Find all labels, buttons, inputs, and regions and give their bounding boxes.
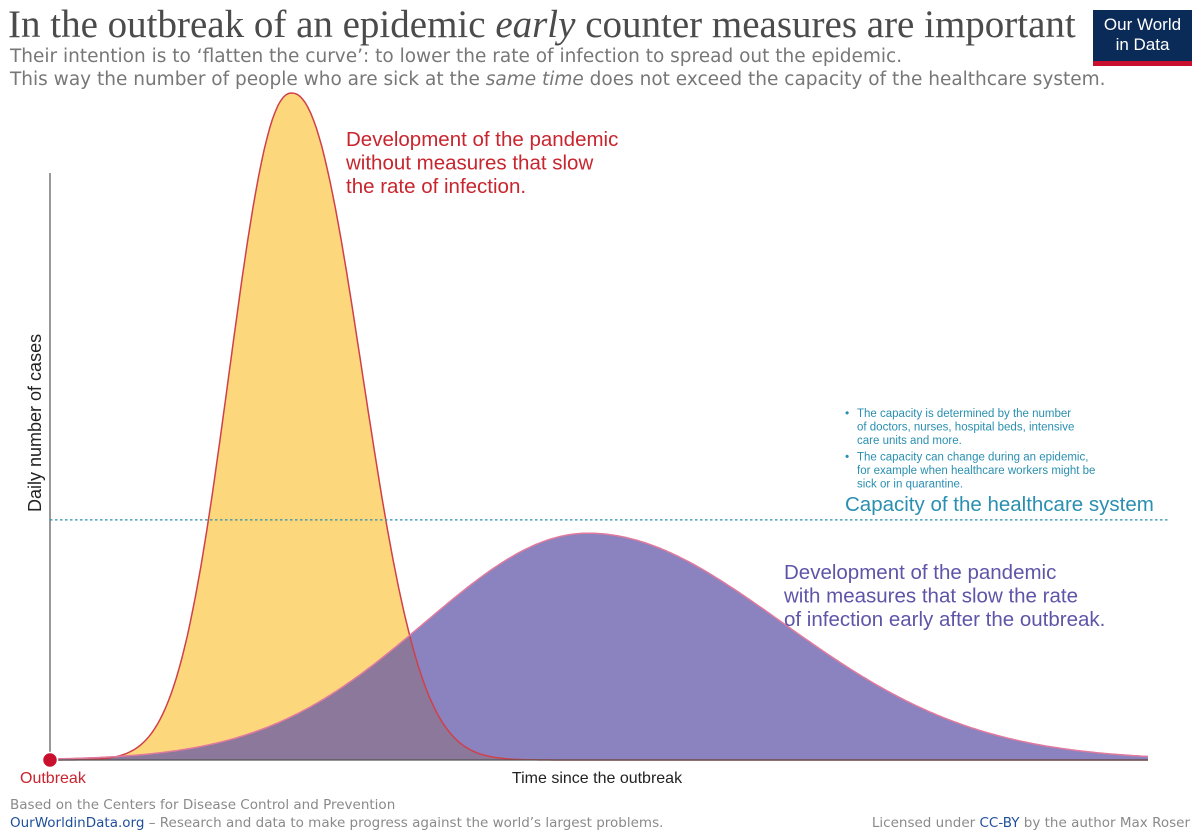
x-axis-label: Time since the outbreak bbox=[512, 770, 683, 787]
license-post: by the author Max Roser bbox=[1019, 815, 1190, 831]
subtitle-2-part-2: does not exceed the capacity of the heal… bbox=[583, 69, 1106, 90]
curve-with-measures bbox=[50, 532, 1149, 760]
capacity-note-line: The capacity can change during an epidem… bbox=[857, 452, 1088, 464]
capacity-note-bullet: • bbox=[845, 406, 849, 420]
outbreak-dot bbox=[41, 751, 59, 769]
capacity-note-line: care units and more. bbox=[857, 435, 962, 447]
label-with-measures-line: with measures that slow the rate bbox=[783, 585, 1078, 608]
label-without-measures-line: without measures that slow bbox=[345, 152, 593, 175]
label-with-measures-line: Development of the pandemic bbox=[784, 561, 1056, 584]
area-with-measures bbox=[50, 533, 1148, 760]
subtitle-line-2: This way the number of people who are si… bbox=[10, 69, 1106, 90]
subtitle-2-emphasis: same time bbox=[485, 69, 584, 90]
owid-logo[interactable]: Our World in Data bbox=[1093, 10, 1192, 66]
footer-site: OurWorldinData.org – Research and data t… bbox=[10, 815, 663, 831]
y-axis-label: Daily number of cases bbox=[25, 334, 45, 512]
site-link[interactable]: OurWorldinData.org bbox=[10, 815, 145, 831]
label-without-measures-line: Development of the pandemic bbox=[346, 128, 618, 151]
chart-title: In the outbreak of an epidemic early cou… bbox=[8, 2, 1076, 47]
capacity-note-line: sick or in quarantine. bbox=[857, 479, 963, 491]
title-emphasis: early bbox=[495, 3, 576, 46]
subtitle-line-1: Their intention is to ‘flatten the curve… bbox=[10, 46, 903, 67]
capacity-note-line: of doctors, nurses, hospital beds, inten… bbox=[857, 422, 1074, 434]
title-part-1: In the outbreak of an epidemic bbox=[8, 3, 496, 46]
capacity-label: Capacity of the healthcare system bbox=[845, 493, 1154, 516]
capacity-note-bullet: • bbox=[845, 450, 849, 464]
title-part-2: counter measures are important bbox=[575, 3, 1076, 46]
label-with-measures-line: of infection early after the outbreak. bbox=[784, 608, 1105, 631]
capacity-note-line: for example when healthcare workers migh… bbox=[857, 465, 1095, 477]
capacity-notes: • The capacity is determined by the numbe… bbox=[845, 406, 1095, 491]
site-tagline: – Research and data to make progress aga… bbox=[144, 815, 664, 831]
outbreak-label: Outbreak bbox=[20, 770, 87, 787]
logo-line-1: Our World bbox=[1103, 15, 1182, 34]
subtitle-2-part-1: This way the number of people who are si… bbox=[10, 69, 486, 90]
label-without-measures-line: the rate of infection. bbox=[346, 175, 526, 198]
footer-license: Licensed under CC-BY by the author Max R… bbox=[872, 815, 1190, 831]
license-link[interactable]: CC-BY bbox=[979, 815, 1020, 831]
capacity-note-line: The capacity is determined by the number bbox=[857, 408, 1071, 420]
logo-line-2: in Data bbox=[1115, 35, 1170, 54]
license-pre: Licensed under bbox=[871, 815, 980, 831]
area-without-measures bbox=[50, 93, 1148, 760]
footer-source: Based on the Centers for Disease Control… bbox=[10, 797, 396, 813]
